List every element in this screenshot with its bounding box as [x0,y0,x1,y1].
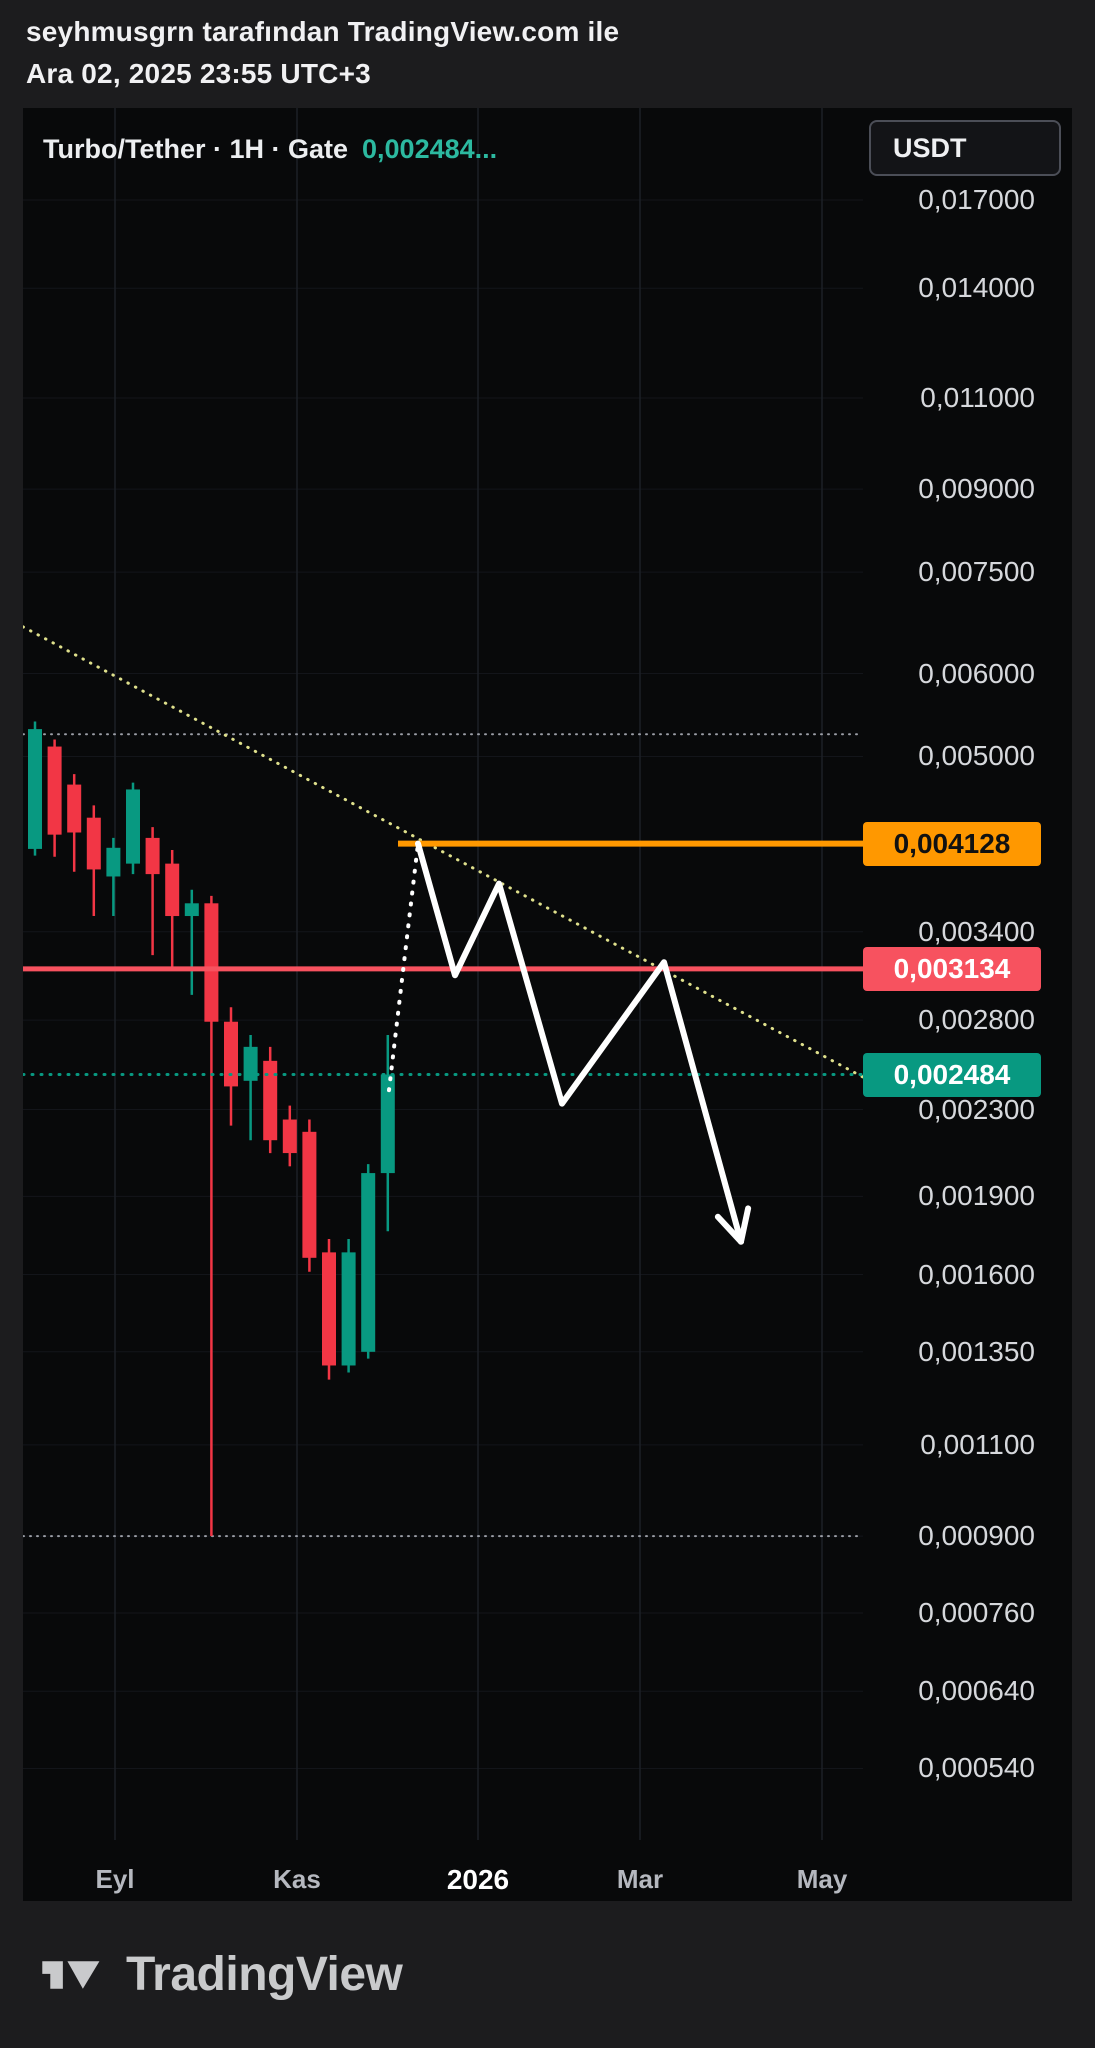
arrowhead [714,1213,744,1245]
candle-body [224,1021,238,1087]
vertical-gridlines [114,108,823,1840]
candle-body [145,837,160,875]
candle-body [86,817,101,870]
y-axis-label: 0,011000 [920,381,1035,413]
y-axis-label: 0,000640 [918,1675,1035,1707]
price-label-0,004128: 0,004128 [863,821,1041,866]
y-axis-label: 0,000760 [918,1597,1035,1629]
key-levels [23,840,863,1077]
candle-body [341,1252,356,1366]
symbol-title: Turbo/Tether · 1H · Gate [43,134,349,164]
y-axis-label: 0,002300 [918,1093,1035,1125]
price-label-0,002484: 0,002484 [863,1052,1041,1097]
y-axis-label: 0,001900 [918,1180,1035,1212]
y-axis-label: 0,001100 [920,1428,1035,1460]
candle-body [165,863,180,917]
y-axis-label: 0,009000 [918,473,1035,505]
y-axis-label: 0,000540 [918,1752,1035,1784]
candle-body [28,729,42,849]
y-axis-label: 0,003400 [918,915,1035,947]
candle-body [243,1046,258,1081]
candle-body [67,784,82,833]
y-axis-label: 0,017000 [918,184,1035,215]
y-axis-label: 0,014000 [918,272,1035,304]
chart-legend: Turbo/Tether · 1H · Gate 0,002484... [43,134,497,165]
candle-body [282,1119,297,1154]
candles-series [28,721,395,1537]
candle-body [47,746,62,835]
chart-area: Turbo/Tether · 1H · Gate 0,002484... USD… [23,108,1072,1901]
tradingview-logo-icon [42,1960,100,1989]
y-axis-label: 0,000900 [918,1520,1035,1552]
y-axis-label: 0,002800 [918,1004,1035,1036]
brand-wordmark: TradingView [126,1948,403,2001]
candle-body [302,1131,317,1258]
y-axis-label: 0,001600 [918,1258,1035,1290]
snapshot-timestamp: Ara 02, 2025 23:55 UTC+3 [26,58,371,89]
chart-canvas [23,108,863,1840]
projection-arrow [387,840,752,1245]
candle-body [380,1074,395,1174]
y-axis-label: 0,005000 [918,740,1035,772]
price-label-0,003134: 0,003134 [863,946,1041,991]
legend-last-price: 0,002484... [362,134,498,164]
y-axis-label: 0,001350 [918,1335,1035,1367]
footer-bar: TradingView [0,1901,1095,2048]
candle-body [322,1252,336,1366]
attribution-text: seyhmusgrn tarafından TradingView.com il… [26,16,620,47]
currency-toggle-button[interactable]: USDT [869,120,1061,176]
descending-trendline [23,625,863,1079]
candle-body [204,903,219,1022]
candle-body [106,847,121,877]
y-axis-label: 0,006000 [918,657,1035,689]
y-axis-label: 0,007500 [918,556,1035,588]
background-levels [23,733,863,1538]
arrowhead [738,1205,752,1245]
candle-body [263,1060,278,1141]
candle-body [184,903,199,917]
candle-body [361,1173,376,1352]
candle-body [126,789,140,864]
horizontal-gridlines [23,199,863,1769]
